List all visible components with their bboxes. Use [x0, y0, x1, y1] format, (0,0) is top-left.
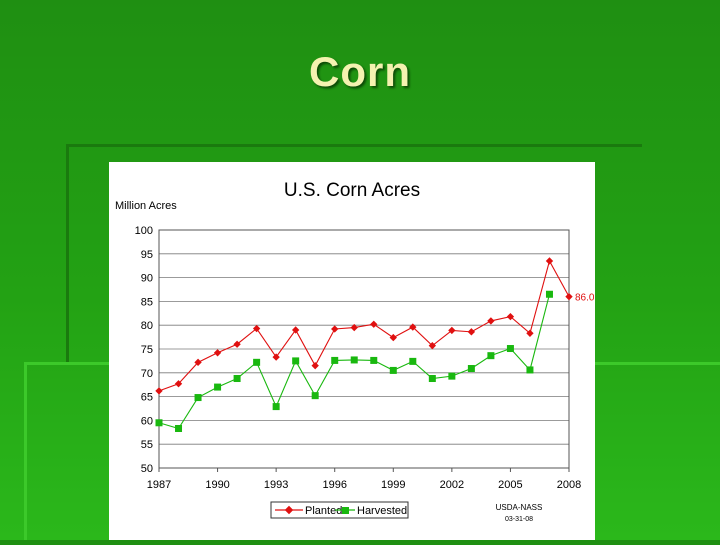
- point-planted-1987: [155, 387, 163, 395]
- point-planted-2002: [448, 326, 456, 335]
- source-date: 03-31-08: [505, 516, 533, 523]
- legend-harvested-label: Harvested: [357, 505, 407, 517]
- point-harvested-2007: [545, 290, 553, 298]
- point-harvested-2004: [487, 352, 495, 360]
- plot-area-border: [158, 229, 570, 469]
- x-tick-labels: 1987 1990 1993 1996 1999 2002 2005 2008: [147, 468, 581, 491]
- point-harvested-1999: [389, 366, 397, 374]
- y-tick-label: 80: [141, 320, 153, 332]
- point-harvested-1988: [175, 424, 183, 432]
- point-planted-1997: [350, 323, 358, 332]
- x-tick-label: 1987: [147, 479, 171, 491]
- x-tick-label: 2005: [498, 479, 522, 491]
- legend-harvested-marker: [342, 507, 349, 514]
- y-tick-label: 70: [141, 368, 153, 380]
- point-harvested-1989: [194, 394, 202, 402]
- x-tick-label: 2002: [440, 479, 464, 491]
- point-harvested-2002: [448, 372, 456, 380]
- point-harvested-2005: [506, 345, 514, 353]
- point-harvested-1994: [292, 357, 300, 365]
- y-tick-label: 65: [141, 392, 153, 404]
- point-planted-1991: [233, 340, 241, 348]
- point-planted-2001: [428, 341, 437, 350]
- y-tick-label: 100: [135, 225, 153, 237]
- point-harvested-1987: [155, 419, 163, 427]
- decorative-rule-lower-left: [24, 362, 27, 540]
- chart-title: U.S. Corn Acres: [284, 180, 420, 201]
- point-planted-1990: [213, 349, 222, 357]
- point-planted-1994: [291, 326, 300, 334]
- point-planted-1999: [389, 333, 397, 342]
- x-tick-label: 1993: [264, 479, 288, 491]
- x-tick-label: 2008: [557, 479, 581, 491]
- chart-panel: U.S. Corn Acres Million Acres 100 95 90 85 8…: [109, 162, 595, 540]
- point-planted-2003: [467, 328, 476, 336]
- point-harvested-1993: [272, 403, 280, 411]
- value-label-2008: 86.0: [575, 293, 595, 304]
- y-tick-label: 85: [141, 296, 153, 308]
- y-tick-label: 95: [141, 249, 153, 261]
- point-harvested-2001: [428, 375, 436, 383]
- decorative-rule-left: [66, 144, 69, 364]
- series-line-planted: [158, 259, 570, 392]
- point-planted-1995: [311, 361, 319, 370]
- y-tick-label: 55: [141, 439, 153, 451]
- y-tick-label: 90: [141, 273, 153, 285]
- legend: Planted Harvested: [270, 501, 409, 519]
- point-harvested-2000: [409, 357, 417, 365]
- point-planted-1993: [272, 353, 280, 361]
- point-planted-1998: [370, 320, 378, 328]
- point-harvested-1991: [233, 375, 241, 383]
- point-planted-2007: [545, 257, 554, 265]
- y-axis-label: Million Acres: [115, 200, 177, 212]
- slide-title: Corn: [309, 48, 411, 95]
- decorative-rule-top: [66, 144, 642, 147]
- legend-planted-marker: [284, 505, 294, 515]
- x-tick-label: 1996: [322, 479, 346, 491]
- point-harvested-1998: [370, 356, 378, 364]
- point-planted-1996: [331, 325, 339, 333]
- point-harvested-1992: [253, 358, 261, 366]
- source-label: USDA-NASS: [496, 503, 543, 512]
- y-tick-label: 60: [141, 415, 153, 427]
- point-planted-2008: [565, 292, 573, 301]
- legend-planted-label: Planted: [305, 505, 342, 517]
- x-tick-label: 1999: [381, 479, 405, 491]
- point-harvested-1995: [311, 392, 319, 400]
- series-layer: [155, 257, 573, 432]
- y-tick-labels: 100 95 90 85 80 75 70 65 60 55 50: [135, 225, 153, 475]
- corn-acres-chart: U.S. Corn Acres Million Acres 100 95 90 85 8…: [115, 180, 595, 523]
- y-tick-label: 75: [141, 344, 153, 356]
- x-tick-label: 1990: [205, 479, 229, 491]
- point-harvested-1996: [331, 356, 339, 364]
- y-tick-label: 50: [141, 463, 153, 475]
- point-harvested-2006: [526, 366, 534, 374]
- point-harvested-1990: [214, 383, 222, 391]
- point-harvested-1997: [350, 356, 358, 364]
- point-planted-2004: [487, 317, 495, 325]
- annotations: 86.0: [575, 293, 595, 304]
- point-harvested-2003: [467, 365, 475, 373]
